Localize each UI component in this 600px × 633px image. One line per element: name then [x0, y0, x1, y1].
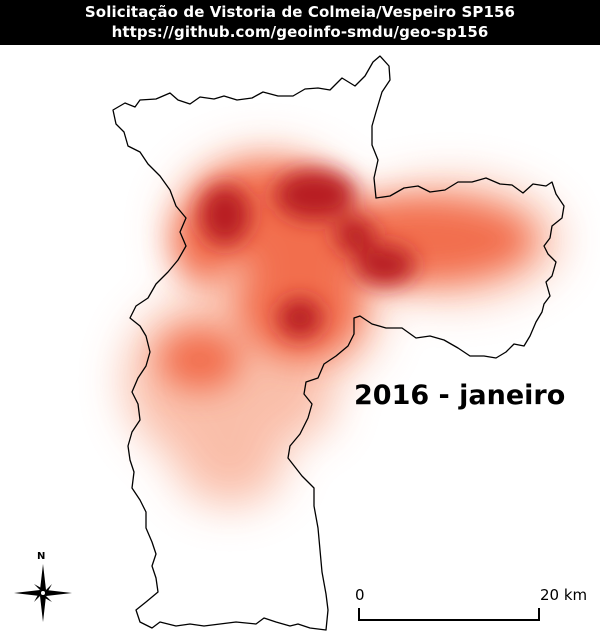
city-boundary — [112, 55, 565, 631]
compass-rose-icon — [14, 564, 72, 622]
source-url: https://github.com/geoinfo-smdu/geo-sp15… — [111, 23, 489, 41]
scale-bar: 0 20 km — [350, 580, 590, 630]
scale-start-label: 0 — [355, 586, 365, 604]
scale-end-label: 20 km — [540, 586, 588, 604]
map-title: Solicitação de Vistoria de Colmeia/Vespe… — [84, 3, 516, 21]
scale-line — [358, 608, 540, 621]
title-bar: Solicitação de Vistoria de Colmeia/Vespe… — [0, 0, 600, 45]
heat-cores — [200, 170, 415, 338]
period-label: 2016 - janeiro — [354, 380, 566, 411]
heatmap-map — [112, 55, 565, 631]
north-label: N — [37, 551, 46, 562]
